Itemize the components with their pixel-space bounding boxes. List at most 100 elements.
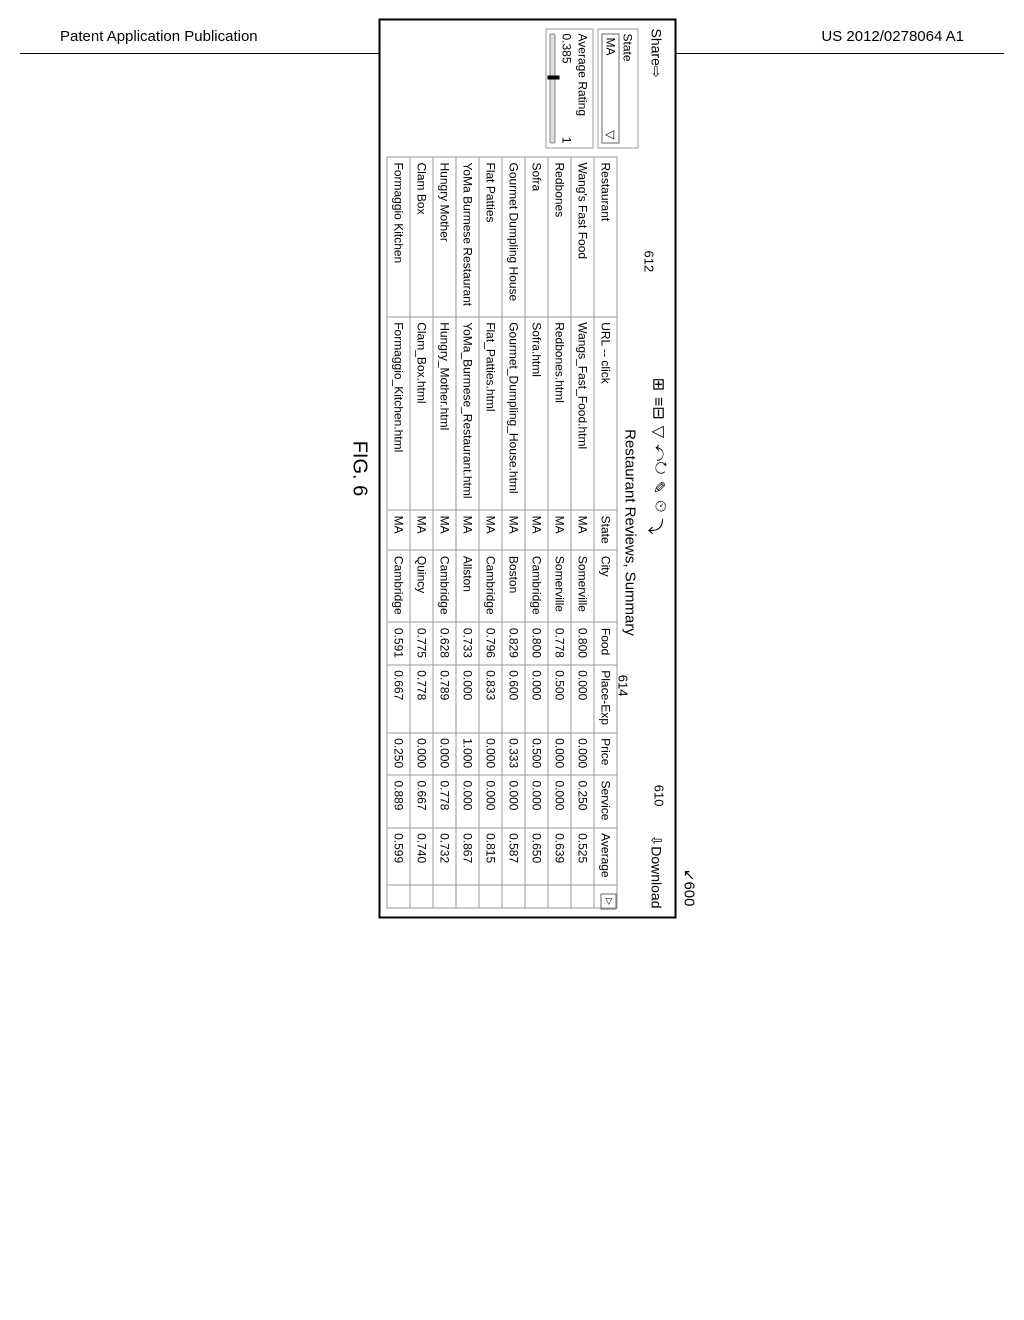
data-cell: 0.000 (548, 775, 571, 828)
state-select[interactable]: MA ▽ (602, 34, 620, 144)
data-cell: Clam Box (410, 157, 433, 317)
avg-slider[interactable] (550, 34, 556, 144)
col-city: City (594, 550, 617, 622)
data-cell: 0.867 (456, 828, 479, 885)
data-cell: Somerville (548, 550, 571, 622)
export-icon[interactable]: ⤵ (645, 519, 669, 535)
url-cell[interactable]: Redbones.html (548, 317, 571, 510)
callout-614: 614 (616, 675, 631, 697)
data-cell: 0.789 (433, 665, 456, 733)
state-value: MA (604, 38, 618, 56)
col-restaurant: Restaurant (594, 157, 617, 317)
data-cell: Wang's Fast Food (571, 157, 594, 317)
data-cell: Cambridge (387, 550, 410, 622)
rotated-figure: ↙600 612 610 614 Share⇨ ⊞ ≡⊟ ▽ ⤺↻ ✎ ⏲ ⤵ … (348, 19, 677, 919)
data-cell: 0.000 (548, 733, 571, 775)
data-cell: MA (571, 510, 594, 550)
refresh-icon[interactable]: ⤺↻ (645, 444, 669, 475)
url-cell[interactable]: Sofra.html (525, 317, 548, 510)
avg-value: 0.385 (560, 34, 574, 64)
scroll-gutter (456, 885, 479, 908)
data-cell: MA (525, 510, 548, 550)
data-cell: 0.000 (571, 665, 594, 733)
url-cell[interactable]: Clam_Box.html (410, 317, 433, 510)
scroll-right-icon[interactable]: ▷ (601, 894, 617, 910)
table-row[interactable]: Wang's Fast FoodWangs_Fast_Food.htmlMASo… (571, 157, 594, 908)
data-cell: MA (456, 510, 479, 550)
data-cell: 0.000 (433, 733, 456, 775)
table-row[interactable]: Flat PattiesFlat_Patties.htmlMACambridge… (479, 157, 502, 908)
data-cell: 0.250 (387, 733, 410, 775)
table-row[interactable]: Clam BoxClam_Box.htmlMAQuincy0.7750.7780… (410, 157, 433, 908)
data-cell: 0.000 (571, 733, 594, 775)
data-cell: MA (502, 510, 525, 550)
table-row[interactable]: Hungry MotherHungry_Mother.htmlMACambrid… (433, 157, 456, 908)
data-cell: 0.333 (502, 733, 525, 775)
grid-icon[interactable]: ⊞ (645, 378, 669, 391)
data-cell: 0.525 (571, 828, 594, 885)
download-button[interactable]: ⇩Download (648, 835, 665, 909)
data-cell: MA (387, 510, 410, 550)
data-cell: 0.775 (410, 622, 433, 664)
edit-icon[interactable]: ✎ (645, 481, 669, 494)
callout-610: 610 (652, 785, 667, 807)
scroll-gutter (410, 885, 433, 908)
data-cell: Gourmet Dumpling House (502, 157, 525, 317)
data-cell: 0.000 (479, 733, 502, 775)
state-filter: State MA ▽ (598, 29, 639, 149)
list-icon[interactable]: ≡⊟ (645, 397, 669, 420)
scroll-gutter (479, 885, 502, 908)
data-cell: Flat Patties (479, 157, 502, 317)
header-right: US 2012/0278064 A1 (821, 28, 964, 45)
data-cell: 0.500 (525, 733, 548, 775)
col-food: Food (594, 622, 617, 664)
data-cell: Cambridge (525, 550, 548, 622)
col-state: State (594, 510, 617, 550)
data-cell: Cambridge (433, 550, 456, 622)
table-row[interactable]: YoMa Burmese RestaurantYoMa_Burmese_Rest… (456, 157, 479, 908)
data-cell: 0.599 (387, 828, 410, 885)
data-cell: Cambridge (479, 550, 502, 622)
data-cell: 0.628 (433, 622, 456, 664)
callout-612: 612 (642, 251, 657, 273)
data-cell: 0.000 (502, 775, 525, 828)
data-cell: 1.000 (456, 733, 479, 775)
col-average: Average (594, 828, 617, 885)
share-button[interactable]: Share⇨ (648, 29, 665, 78)
data-cell: Quincy (410, 550, 433, 622)
table-row[interactable]: SofraSofra.htmlMACambridge0.8000.0000.50… (525, 157, 548, 908)
data-cell: Hungry Mother (433, 157, 456, 317)
ref-number-600: ↙600 (681, 869, 699, 907)
url-cell[interactable]: Formaggio_Kitchen.html (387, 317, 410, 510)
scroll-gutter (525, 885, 548, 908)
slider-thumb[interactable] (548, 76, 560, 80)
data-cell: Redbones (548, 157, 571, 317)
url-cell[interactable]: YoMa_Burmese_Restaurant.html (456, 317, 479, 510)
clock-icon[interactable]: ⏲ (645, 500, 669, 512)
col-placeexp: Place-Exp (594, 665, 617, 733)
scroll-gutter (387, 885, 410, 908)
url-cell[interactable]: Gourmet_Dumpling_House.html (502, 317, 525, 510)
data-cell: 0.000 (456, 775, 479, 828)
data-cell: Boston (502, 550, 525, 622)
url-cell[interactable]: Flat_Patties.html (479, 317, 502, 510)
table-row[interactable]: RedbonesRedbones.htmlMASomerville0.7780.… (548, 157, 571, 908)
table-row[interactable]: Formaggio KitchenFormaggio_Kitchen.htmlM… (387, 157, 410, 908)
table-row[interactable]: Gourmet Dumpling HouseGourmet_Dumpling_H… (502, 157, 525, 908)
data-cell: 0.800 (571, 622, 594, 664)
avg-max: 1 (560, 137, 574, 144)
filter-icon[interactable]: ▽ (645, 426, 669, 438)
data-cell: 0.667 (387, 665, 410, 733)
data-cell: 0.639 (548, 828, 571, 885)
url-cell[interactable]: Wangs_Fast_Food.html (571, 317, 594, 510)
scroll-gutter (502, 885, 525, 908)
url-cell[interactable]: Hungry_Mother.html (433, 317, 456, 510)
avg-rating-filter: Average Rating 0.385 1 (546, 29, 594, 149)
data-cell: 0.829 (502, 622, 525, 664)
figure-wrap: ↙600 612 610 614 Share⇨ ⊞ ≡⊟ ▽ ⤺↻ ✎ ⏲ ⤵ … (20, 84, 1004, 853)
data-cell: 0.587 (502, 828, 525, 885)
col-url: URL -- click (594, 317, 617, 510)
toolbar: ⊞ ≡⊟ ▽ ⤺↻ ✎ ⏲ ⤵ (645, 378, 669, 535)
data-cell: 0.000 (410, 733, 433, 775)
data-cell: 0.778 (548, 622, 571, 664)
